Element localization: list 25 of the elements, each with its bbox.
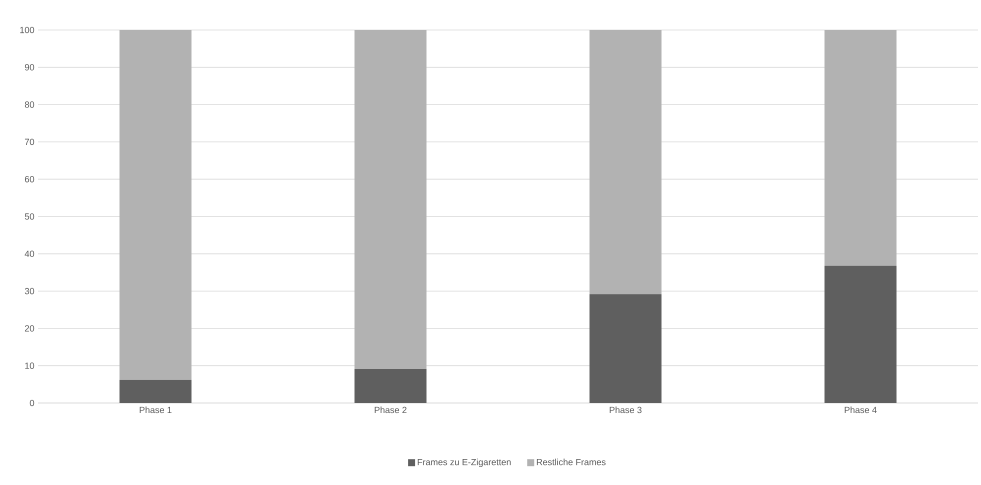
bar xyxy=(590,294,662,403)
y-tick-label: 60 xyxy=(24,176,34,182)
bar xyxy=(120,30,192,380)
bar xyxy=(590,30,662,294)
x-tick-label: Phase 2 xyxy=(374,406,406,414)
x-tick-label: Phase 4 xyxy=(844,406,877,414)
legend-label: Frames zu E-Zigaretten xyxy=(418,458,511,468)
y-tick-label: 50 xyxy=(24,213,34,220)
bar xyxy=(120,380,192,403)
y-tick-label: 0 xyxy=(30,400,34,406)
bar xyxy=(354,369,427,403)
bar xyxy=(824,266,897,403)
y-tick-label: 70 xyxy=(24,138,34,146)
legend-label: Restliche Frames xyxy=(536,458,606,466)
y-tick-label: 30 xyxy=(24,288,34,294)
y-tick-label: 90 xyxy=(24,64,34,70)
y-tick-label: 40 xyxy=(24,250,34,257)
x-tick-label: Phase 1 xyxy=(140,406,172,414)
x-tick-label: Phase 3 xyxy=(610,406,642,414)
y-tick-label: 100 xyxy=(20,26,34,34)
y-tick-label: 80 xyxy=(24,101,34,108)
bar xyxy=(824,30,897,266)
y-tick-label: 10 xyxy=(25,362,34,369)
bar xyxy=(354,30,427,370)
y-tick-label: 20 xyxy=(24,325,34,332)
